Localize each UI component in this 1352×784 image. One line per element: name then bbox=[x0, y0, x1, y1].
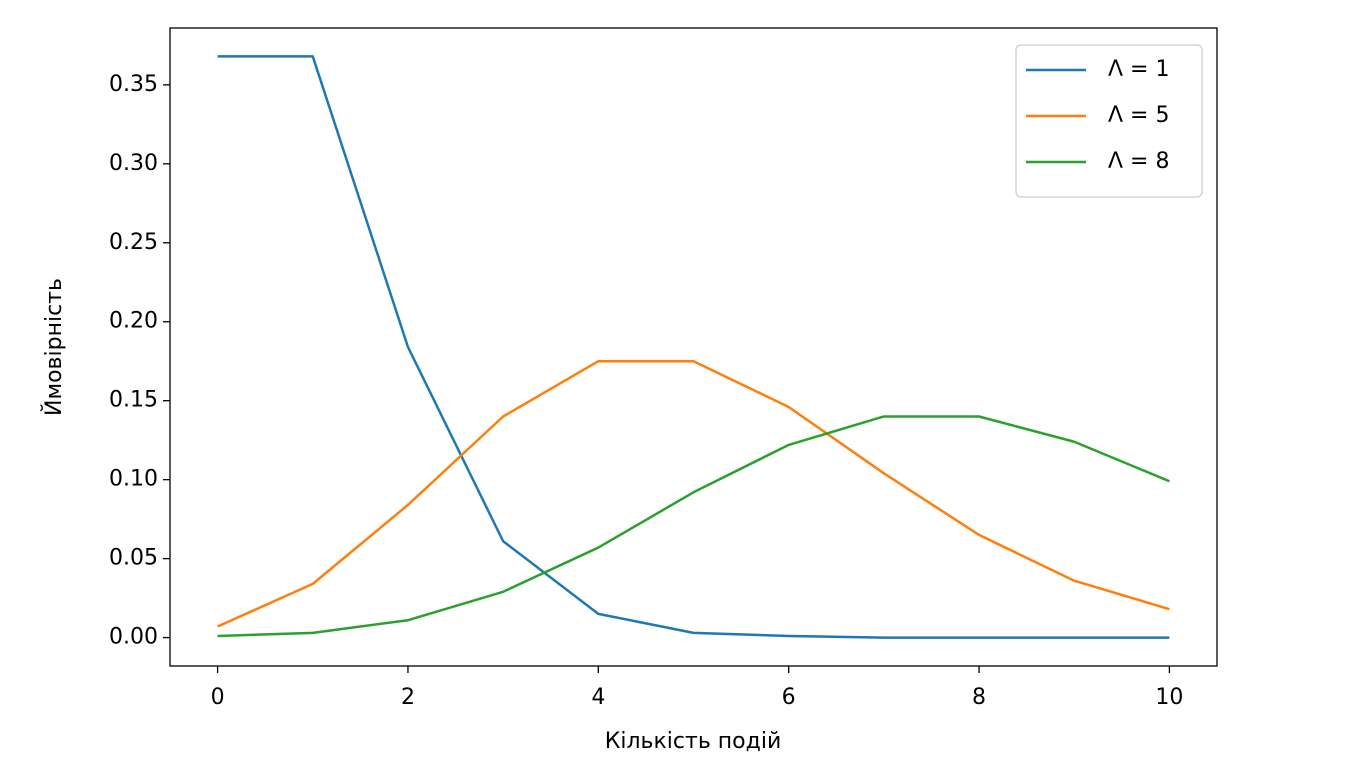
y-tick-label: 0.00 bbox=[109, 625, 158, 650]
y-axis-label: Ймовірність bbox=[41, 278, 67, 416]
y-tick-label: 0.20 bbox=[109, 309, 158, 334]
legend-box bbox=[1015, 44, 1203, 198]
line-series bbox=[217, 55, 1170, 639]
plot-frame bbox=[169, 27, 1218, 667]
x-axis-label: Кількість подій bbox=[605, 729, 782, 754]
y-tick-label: 0.35 bbox=[109, 72, 158, 97]
line-series bbox=[217, 415, 1170, 638]
x-tick-label: 4 bbox=[591, 685, 605, 710]
x-tick-label: 10 bbox=[1155, 685, 1183, 710]
y-tick-label: 0.30 bbox=[109, 151, 158, 176]
y-tick-label: 0.10 bbox=[109, 467, 158, 492]
y-tick-label: 0.05 bbox=[109, 546, 158, 571]
x-tick-label: 8 bbox=[972, 685, 986, 710]
x-tick-label: 0 bbox=[211, 685, 225, 710]
y-tick-label: 0.25 bbox=[109, 230, 158, 255]
line-series bbox=[217, 359, 1170, 628]
legend-label: Λ = 8 bbox=[1108, 149, 1169, 174]
x-tick-label: 2 bbox=[401, 685, 415, 710]
legend-label: Λ = 1 bbox=[1108, 57, 1169, 82]
legend: Λ = 1 Λ = 5 Λ = 8 bbox=[1015, 44, 1203, 198]
legend-label: Λ = 5 bbox=[1108, 103, 1169, 128]
y-tick-label: 0.15 bbox=[109, 388, 158, 413]
x-tick-label: 6 bbox=[782, 685, 796, 710]
